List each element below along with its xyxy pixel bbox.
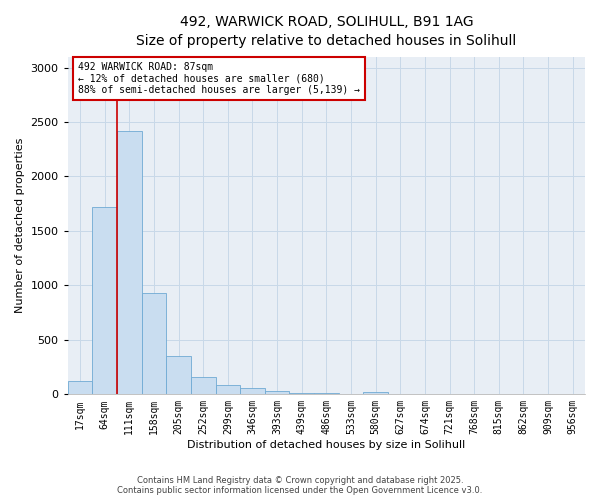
Bar: [68, 380, 92, 394]
Bar: [240, 388, 265, 394]
Bar: [289, 392, 314, 394]
Bar: [191, 377, 215, 394]
Y-axis label: Number of detached properties: Number of detached properties: [15, 138, 25, 313]
Text: Contains HM Land Registry data © Crown copyright and database right 2025.
Contai: Contains HM Land Registry data © Crown c…: [118, 476, 482, 495]
Text: 492 WARWICK ROAD: 87sqm
← 12% of detached houses are smaller (680)
88% of semi-d: 492 WARWICK ROAD: 87sqm ← 12% of detache…: [78, 62, 360, 95]
Bar: [117, 130, 142, 394]
Bar: [92, 207, 117, 394]
Bar: [142, 293, 166, 394]
Title: 492, WARWICK ROAD, SOLIHULL, B91 1AG
Size of property relative to detached house: 492, WARWICK ROAD, SOLIHULL, B91 1AG Siz…: [136, 15, 517, 48]
Bar: [215, 384, 240, 394]
Bar: [364, 392, 388, 394]
Bar: [314, 393, 338, 394]
Bar: [265, 391, 289, 394]
X-axis label: Distribution of detached houses by size in Solihull: Distribution of detached houses by size …: [187, 440, 466, 450]
Bar: [166, 356, 191, 395]
